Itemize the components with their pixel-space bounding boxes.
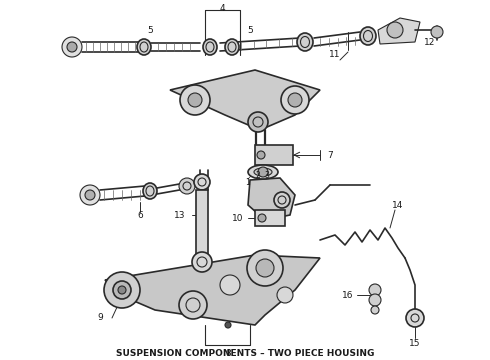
Circle shape xyxy=(248,112,268,132)
Text: 6: 6 xyxy=(137,211,143,220)
Circle shape xyxy=(288,93,302,107)
Circle shape xyxy=(406,309,424,327)
Circle shape xyxy=(179,291,207,319)
Circle shape xyxy=(431,26,443,38)
Ellipse shape xyxy=(360,27,376,45)
Text: 14: 14 xyxy=(392,201,404,210)
Ellipse shape xyxy=(203,39,217,55)
Polygon shape xyxy=(248,178,295,220)
Text: 5: 5 xyxy=(247,26,253,35)
Ellipse shape xyxy=(254,168,272,176)
Circle shape xyxy=(281,86,309,114)
Circle shape xyxy=(369,294,381,306)
Circle shape xyxy=(179,178,195,194)
Circle shape xyxy=(192,252,212,272)
Circle shape xyxy=(104,272,140,308)
Circle shape xyxy=(277,287,293,303)
Circle shape xyxy=(274,192,290,208)
Text: 11: 11 xyxy=(329,50,341,59)
Text: 8: 8 xyxy=(225,350,231,359)
Ellipse shape xyxy=(225,39,239,55)
Circle shape xyxy=(67,42,77,52)
Circle shape xyxy=(180,85,210,115)
Bar xyxy=(255,210,285,226)
Text: 4: 4 xyxy=(219,4,225,13)
Circle shape xyxy=(62,37,82,57)
Ellipse shape xyxy=(143,183,157,199)
Circle shape xyxy=(188,93,202,107)
Circle shape xyxy=(258,167,268,177)
Bar xyxy=(196,190,208,260)
Circle shape xyxy=(220,275,240,295)
Text: SUSPENSION COMPONENTS – TWO PIECE HOUSING: SUSPENSION COMPONENTS – TWO PIECE HOUSIN… xyxy=(116,350,374,359)
Ellipse shape xyxy=(248,165,278,179)
Ellipse shape xyxy=(297,33,313,51)
Circle shape xyxy=(247,250,283,286)
Bar xyxy=(255,145,293,165)
Circle shape xyxy=(257,151,265,159)
Text: 16: 16 xyxy=(342,291,354,300)
Polygon shape xyxy=(170,70,320,130)
Polygon shape xyxy=(105,255,320,325)
Circle shape xyxy=(369,284,381,296)
Circle shape xyxy=(225,322,231,328)
Text: 2: 2 xyxy=(256,171,260,180)
Circle shape xyxy=(113,281,131,299)
Circle shape xyxy=(85,190,95,200)
Circle shape xyxy=(256,259,274,277)
Ellipse shape xyxy=(137,39,151,55)
Polygon shape xyxy=(378,18,420,44)
Text: 13: 13 xyxy=(174,211,186,220)
Text: 7: 7 xyxy=(327,150,333,159)
Text: 15: 15 xyxy=(409,339,421,348)
Text: 12: 12 xyxy=(424,37,436,46)
Text: 5: 5 xyxy=(147,26,153,35)
Text: 10: 10 xyxy=(232,213,244,222)
Circle shape xyxy=(118,286,126,294)
Text: 1: 1 xyxy=(245,177,250,186)
Text: 3: 3 xyxy=(265,171,270,180)
Circle shape xyxy=(258,214,266,222)
Text: 9: 9 xyxy=(97,314,103,323)
Circle shape xyxy=(80,185,100,205)
Circle shape xyxy=(387,22,403,38)
Circle shape xyxy=(194,174,210,190)
Circle shape xyxy=(371,306,379,314)
